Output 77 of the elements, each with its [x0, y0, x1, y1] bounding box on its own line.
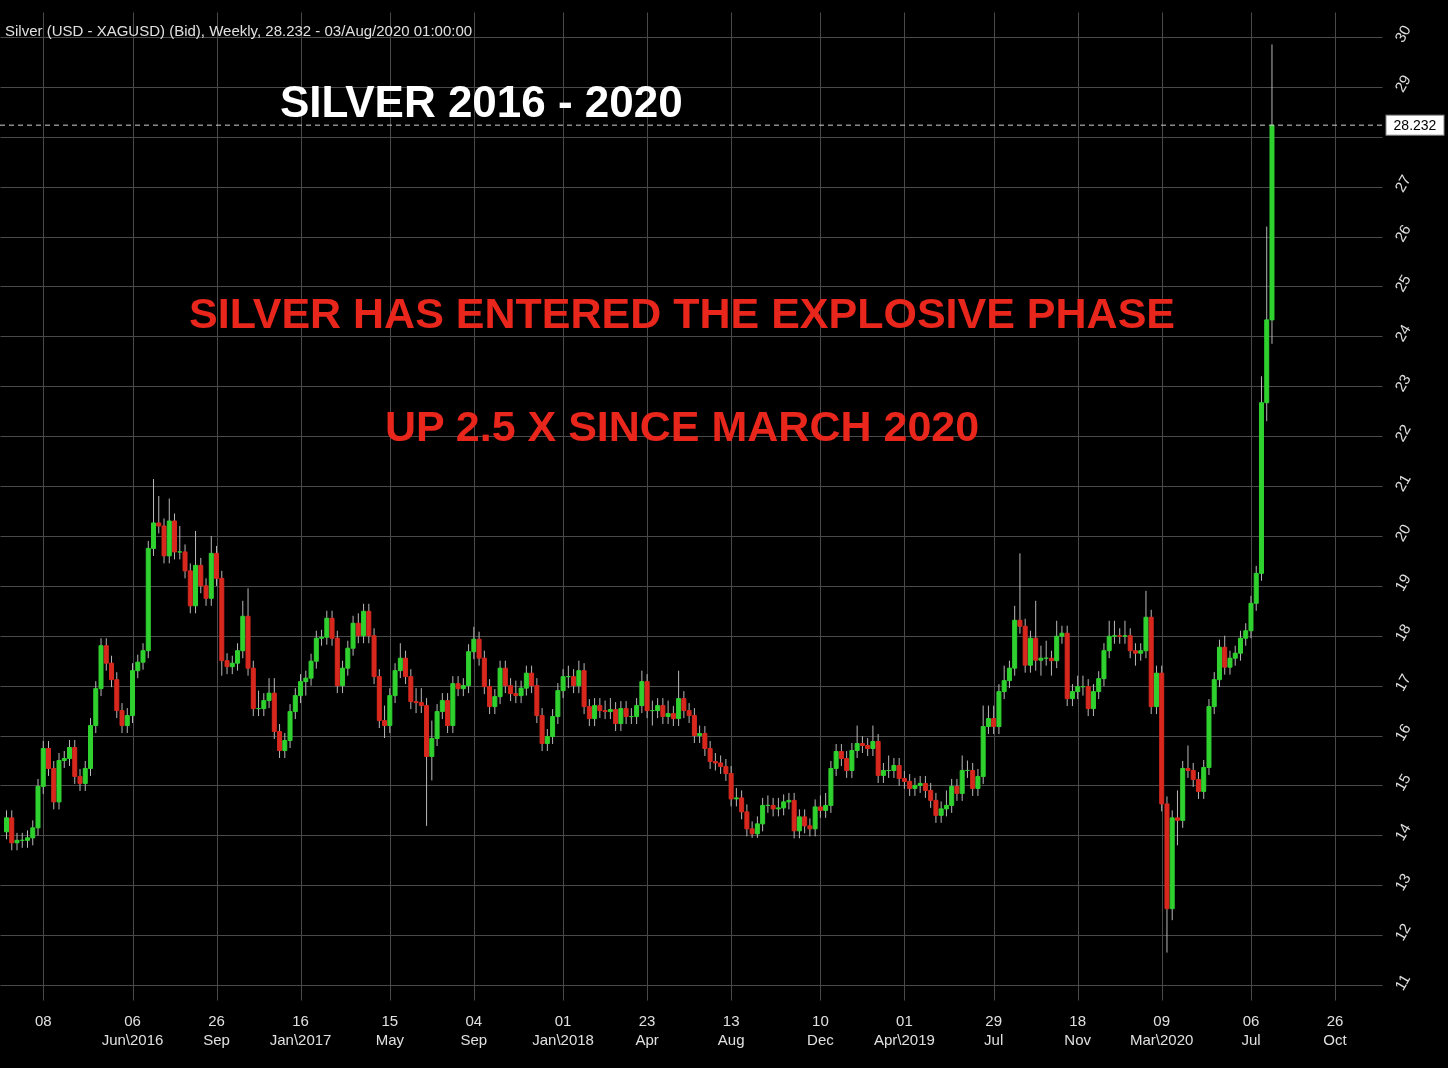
x-tick-label: 06 Jul: [1241, 1012, 1261, 1048]
candlestick: [177, 525, 183, 560]
x-tick-label: 09 Mar\2020: [1130, 1012, 1194, 1048]
x-tick-label: 06 Jun\2016: [101, 1012, 164, 1048]
candlestick: [770, 797, 776, 817]
annotation: SILVER HAS ENTERED THE EXPLOSIVE PHASE: [189, 289, 1175, 337]
candlestick: [1117, 627, 1123, 645]
candlestick: [576, 660, 582, 694]
candlestick: [1195, 771, 1201, 800]
x-tick-label: 15 May: [375, 1012, 405, 1048]
candlestick: [1122, 620, 1128, 645]
x-tick-label: 08: [34, 1012, 52, 1029]
candlestick: [455, 675, 461, 697]
candlestick: [817, 794, 823, 819]
candlestick: [623, 700, 629, 725]
x-tick-label: 23 Apr: [635, 1012, 659, 1048]
y-tick-label: 12: [1390, 920, 1414, 944]
candlestick: [1085, 678, 1091, 717]
candlestick: [4, 809, 9, 840]
candlestick: [618, 700, 624, 732]
y-tick-label: 17: [1390, 670, 1414, 694]
candlestick: [891, 757, 897, 779]
y-tick-label: 25: [1390, 271, 1414, 295]
candlestick: [571, 668, 577, 694]
candlestick: [14, 832, 20, 851]
y-tick-label: 26: [1390, 221, 1414, 245]
y-tick-label: 23: [1390, 371, 1414, 395]
x-tick-label: 26 Oct: [1323, 1012, 1348, 1048]
candlestick: [802, 808, 808, 834]
x-tick-label: 10 Dec: [807, 1012, 835, 1048]
x-tick-label: 01 Jan\2018: [532, 1012, 594, 1048]
text: SILVER 2016 - 2020: [280, 77, 683, 126]
y-tick-label: 18: [1390, 620, 1414, 644]
y-tick-label: 16: [1390, 720, 1414, 744]
candlestick: [954, 778, 960, 802]
candlestick: [613, 701, 619, 732]
x-tick-label: 01 Apr\2019: [873, 1012, 935, 1048]
annotation: UP 2.5 X SINCE MARCH 2020: [384, 402, 980, 450]
y-tick-label: 19: [1390, 570, 1414, 594]
y-tick-label: 11: [1390, 971, 1414, 994]
ref-line-label: 28.232: [1393, 117, 1437, 134]
candlestick: [733, 787, 739, 807]
y-tick-label: 22: [1390, 421, 1414, 445]
candlestick: [607, 697, 613, 720]
candlestick: [1038, 645, 1044, 677]
y-tick-label: 24: [1390, 321, 1414, 345]
x-tick-label: 18 Nov: [1064, 1012, 1092, 1048]
y-tick-label: 13: [1390, 870, 1414, 894]
y-tick-label: 27: [1390, 171, 1414, 195]
y-tick-label: 29: [1390, 71, 1414, 95]
y-tick-label: 30: [1390, 22, 1414, 45]
x-tick-label: 29 Jul: [984, 1012, 1004, 1048]
candlestick: [592, 697, 598, 727]
y-tick-label: 20: [1390, 520, 1414, 544]
candlestick: [970, 762, 976, 797]
y-tick-label: 14: [1390, 820, 1414, 844]
x-tick-label: 13 Aug: [717, 1012, 745, 1048]
candlestick: [796, 808, 802, 839]
annotation: Silver (USD - XAGUSD) (Bid), Weekly, 28.232 - 03/Aug/2020 01:00:00: [5, 22, 473, 39]
candlestick: [660, 697, 666, 725]
y-tick-label: 21: [1390, 471, 1414, 495]
candlestick: [1048, 650, 1054, 677]
candlestick: [670, 705, 676, 727]
candlestick: [1222, 635, 1228, 676]
x-tick-label: 04 Sep: [460, 1012, 488, 1048]
candlestick: [1174, 789, 1180, 846]
candlestick: [959, 754, 965, 802]
candlestick: [870, 725, 876, 757]
candlestick: [1033, 600, 1039, 672]
candlestick: [676, 670, 682, 727]
candlestick: [991, 705, 997, 735]
candlestick: [812, 798, 818, 837]
x-tick-label: 26 Sep: [203, 1012, 230, 1048]
candlestick: [665, 700, 671, 725]
y-tick-label: 15: [1390, 770, 1414, 794]
candlestick: [355, 612, 361, 644]
x-tick-label: 16 Jan\2017: [269, 1012, 332, 1048]
